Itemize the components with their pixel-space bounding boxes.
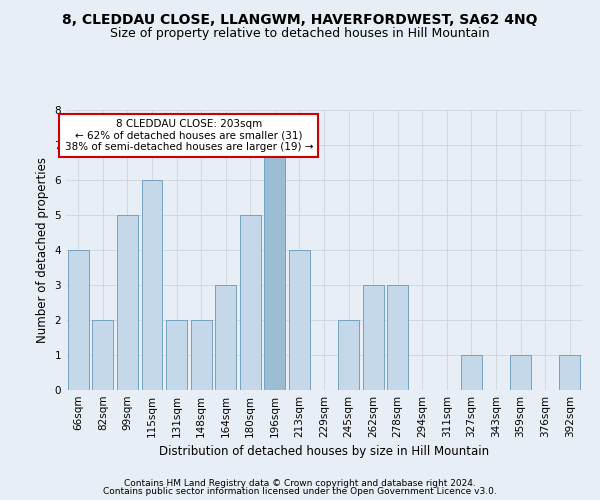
Bar [289,250,310,390]
Bar [68,250,89,390]
Bar [117,215,138,390]
Bar [510,355,531,390]
Text: 8, CLEDDAU CLOSE, LLANGWM, HAVERFORDWEST, SA62 4NQ: 8, CLEDDAU CLOSE, LLANGWM, HAVERFORDWEST… [62,12,538,26]
Text: Contains HM Land Registry data © Crown copyright and database right 2024.: Contains HM Land Registry data © Crown c… [124,478,476,488]
Bar [215,285,236,390]
Text: 8 CLEDDAU CLOSE: 203sqm
← 62% of detached houses are smaller (31)
38% of semi-de: 8 CLEDDAU CLOSE: 203sqm ← 62% of detache… [65,118,313,152]
Bar [265,145,286,390]
Text: Size of property relative to detached houses in Hill Mountain: Size of property relative to detached ho… [110,28,490,40]
Bar [338,320,359,390]
X-axis label: Distribution of detached houses by size in Hill Mountain: Distribution of detached houses by size … [159,446,489,458]
Bar [191,320,212,390]
Bar [559,355,580,390]
Bar [240,215,261,390]
Bar [362,285,383,390]
Bar [142,180,163,390]
Bar [461,355,482,390]
Bar [92,320,113,390]
Bar [166,320,187,390]
Text: Contains public sector information licensed under the Open Government Licence v3: Contains public sector information licen… [103,487,497,496]
Y-axis label: Number of detached properties: Number of detached properties [36,157,49,343]
Bar [387,285,408,390]
